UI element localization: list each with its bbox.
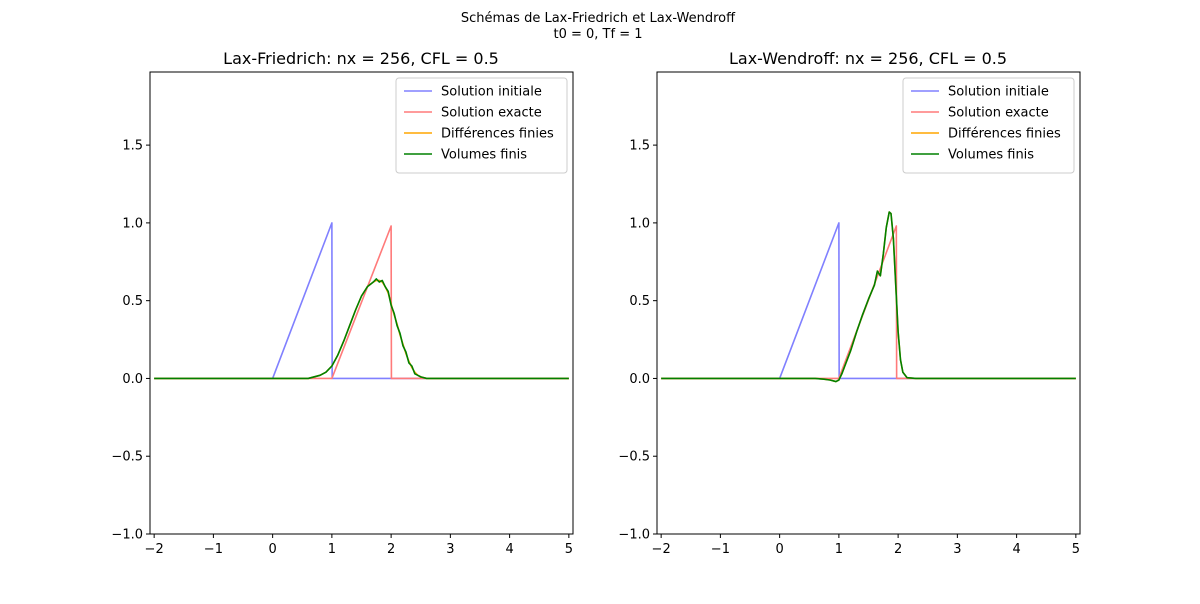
right-x-tick-label: −2 [652,542,671,557]
right-plot-panel: Lax-Wendroff: nx = 256, CFL = 0.5 −2 −1 0 1… [618,49,1081,557]
left-x-tick-label: −2 [145,542,164,557]
right-x-tick-label: 0 [775,542,783,557]
left-y-tick-label: −0.5 [111,450,143,465]
left-x-tick-label: 4 [505,542,513,557]
figure-suptitle-line1: Schémas de Lax-Friedrich et Lax-Wendroff [461,11,736,26]
left-y-tick-label: 1.5 [122,139,143,154]
figure-suptitle-line2: t0 = 0, Tf = 1 [553,27,642,42]
right-x-tick-label: 1 [835,542,843,557]
right-y-tick-label: −1.0 [618,528,650,543]
left-legend-box [395,77,568,174]
left-legend: Solution initiale Solution exacte Différen… [395,77,568,174]
right-x-tick-label: −1 [711,542,730,557]
left-x-tick-label: 0 [268,542,276,557]
right-plot-title: Lax-Wendroff: nx = 256, CFL = 0.5 [729,49,1007,68]
left-y-tick-label: 0.0 [122,372,143,387]
left-x-tick-label: 1 [328,542,336,557]
left-x-tick-label: −1 [204,542,223,557]
right-x-tick-label: 2 [894,542,902,557]
left-plot-title: Lax-Friedrich: nx = 256, CFL = 0.5 [223,49,499,68]
right-y-tick-label: −0.5 [618,450,650,465]
left-x-tick-label: 5 [565,542,573,557]
right-series-line-2 [661,211,1076,383]
left-x-tick-label: 3 [446,542,454,557]
right-x-tick-label: 4 [1012,542,1020,557]
right-y-tick-label: 1.0 [629,216,650,231]
left-legend-label-2: Différences finies [441,127,554,142]
right-legend-label-1: Solution exacte [948,106,1049,121]
right-axes-frame [656,71,1081,535]
right-y-tick-label: 1.5 [629,139,650,154]
right-x-tick-label: 3 [953,542,961,557]
right-y-tick-label: 0.5 [629,294,650,309]
right-series-group [661,211,1076,383]
left-series-line-1 [154,225,569,380]
left-y-tick-label: −1.0 [111,528,143,543]
right-legend-label-3: Volumes finis [948,148,1034,163]
left-plot-panel: Lax-Friedrich: nx = 256, CFL = 0.5 −2 −1 0… [111,49,574,557]
left-legend-label-0: Solution initiale [441,85,542,100]
right-legend-label-2: Différences finies [948,127,1061,142]
left-y-tick-label: 0.5 [122,294,143,309]
left-axes-frame [149,71,574,535]
right-legend: Solution initiale Solution exacte Différen… [902,77,1075,174]
right-x-tick-label: 5 [1072,542,1080,557]
left-series-line-3 [154,278,569,380]
right-series-line-1 [661,225,1076,380]
left-series-group [154,222,569,380]
right-legend-box [902,77,1075,174]
right-legend-label-0: Solution initiale [948,85,1049,100]
left-y-tick-label: 1.0 [122,216,143,231]
left-legend-label-1: Solution exacte [441,106,542,121]
right-y-tick-label: 0.0 [629,372,650,387]
left-x-tick-label: 2 [387,542,395,557]
right-series-line-3 [661,211,1076,383]
left-legend-label-3: Volumes finis [441,148,527,163]
